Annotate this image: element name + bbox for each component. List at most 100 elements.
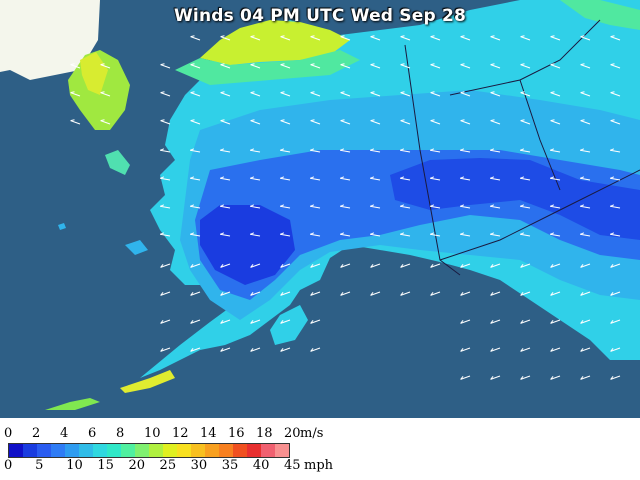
ms-tick-label: 0 — [4, 426, 13, 441]
wind-arrow-head — [460, 232, 465, 235]
wind-arrow — [580, 263, 591, 268]
wind-arrow-head — [280, 204, 285, 207]
wind-arrow — [550, 263, 561, 268]
wind-arrow-head — [490, 347, 494, 352]
wind-arrow-head — [100, 91, 105, 94]
wind-arrow — [520, 92, 531, 97]
color-swatch — [275, 444, 289, 457]
wind-arrow — [610, 149, 621, 153]
wind-arrow-head — [520, 176, 525, 179]
wind-arrow — [100, 120, 111, 125]
contour-darkblue — [200, 205, 295, 285]
wind-arrow — [100, 92, 111, 97]
wind-arrow — [190, 291, 201, 296]
wind-arrow-head — [310, 347, 314, 352]
wind-arrow-head — [550, 91, 555, 94]
wind-map — [0, 0, 640, 410]
chukotka-land — [0, 0, 100, 80]
wind-arrow — [400, 36, 411, 41]
wind-arrow-head — [490, 291, 494, 296]
wind-arrow — [370, 291, 381, 296]
wind-arrow — [580, 205, 591, 209]
wind-arrow — [220, 263, 231, 268]
wind-arrow-head — [160, 263, 164, 268]
wind-arrow-head — [580, 291, 584, 296]
mph-tick-label: 15 — [97, 458, 114, 473]
wind-arrow — [520, 177, 531, 181]
wind-arrow-head — [550, 263, 554, 268]
wind-arrow — [460, 149, 471, 153]
aleutian-west — [45, 398, 100, 410]
wind-arrow-head — [520, 119, 525, 122]
wind-arrow-head — [580, 35, 585, 38]
color-swatch — [163, 444, 177, 457]
wind-arrow — [250, 263, 261, 268]
wind-arrow-head — [610, 375, 614, 380]
wind-arrow-head — [280, 91, 285, 94]
wind-arrow-head — [340, 176, 345, 179]
wind-arrow — [430, 263, 441, 268]
wind-arrow-head — [550, 35, 555, 38]
wind-arrow-head — [430, 263, 434, 268]
wind-arrow — [310, 347, 321, 352]
wind-arrow-head — [160, 319, 164, 324]
color-swatch — [107, 444, 121, 457]
wind-arrow-head — [610, 148, 615, 151]
wind-arrow — [610, 36, 621, 41]
wind-arrow — [580, 92, 591, 97]
wind-arrow — [520, 347, 531, 352]
wind-arrow-head — [490, 35, 495, 38]
wind-arrow-head — [250, 63, 255, 66]
wind-arrow-head — [550, 319, 554, 324]
wind-arrow-head — [310, 35, 315, 38]
wind-arrow — [370, 92, 381, 97]
wind-arrow — [580, 120, 591, 125]
color-scale-bar — [8, 443, 290, 458]
wind-arrow — [280, 36, 291, 41]
wind-arrow-head — [520, 232, 525, 235]
wind-arrow — [250, 233, 261, 237]
wind-arrow — [550, 120, 561, 125]
color-swatch — [219, 444, 233, 457]
wind-arrow — [460, 347, 471, 352]
wind-arrow-head — [460, 63, 465, 66]
wind-arrow — [190, 319, 201, 324]
wind-arrow-head — [490, 319, 494, 324]
wind-arrow-head — [250, 148, 255, 151]
wind-arrow-head — [160, 63, 165, 66]
wind-arrow — [490, 233, 501, 237]
wind-arrow — [580, 375, 591, 380]
wind-arrow-head — [190, 176, 195, 179]
color-swatch — [149, 444, 163, 457]
wind-arrow-head — [160, 232, 165, 235]
wind-arrow — [460, 205, 471, 209]
map-title: Winds 04 PM UTC Wed Sep 28 — [173, 6, 467, 26]
wind-arrow — [220, 205, 231, 209]
wind-arrow — [190, 120, 201, 125]
wind-arrow — [220, 64, 231, 69]
wind-arrow — [490, 263, 501, 268]
color-swatch — [191, 444, 205, 457]
wind-arrow — [160, 263, 171, 268]
wind-arrow — [400, 64, 411, 69]
wind-arrow-head — [280, 291, 284, 296]
wind-arrow — [490, 149, 501, 153]
wind-arrow — [220, 36, 231, 41]
wind-arrow — [610, 177, 621, 181]
wind-arrow — [460, 36, 471, 41]
wind-arrow — [370, 120, 381, 125]
wind-arrow-head — [220, 319, 224, 324]
wind-arrow — [310, 64, 321, 69]
wind-arrow-head — [400, 291, 404, 296]
wind-arrow — [400, 120, 411, 125]
wind-arrow — [430, 233, 441, 237]
mph-tick-label: 30 — [190, 458, 208, 473]
wind-arrow-head — [400, 176, 405, 179]
wind-arrow — [520, 36, 531, 41]
wind-arrow-head — [310, 204, 315, 207]
wind-arrow — [610, 205, 621, 209]
wind-arrow — [220, 233, 231, 237]
color-swatch — [135, 444, 149, 457]
wind-arrow — [370, 263, 381, 268]
ne-green — [560, 0, 640, 30]
